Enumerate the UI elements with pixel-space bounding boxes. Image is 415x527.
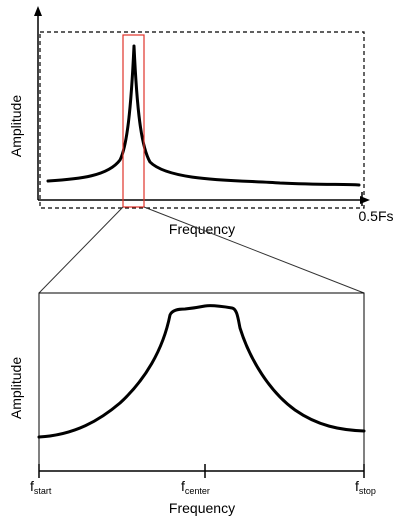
bottom-x-axis-label: Frequency — [169, 500, 235, 516]
zoom-connector-right — [143, 206, 365, 294]
zoom-selection-box — [122, 34, 145, 208]
zoom-connectors — [38, 206, 365, 294]
bottom-zoomed-curve — [37, 304, 366, 439]
bottom-panel: fstart fcenter fstop Amplitude Frequency — [8, 292, 376, 516]
tick-label-fstart: fstart — [30, 478, 52, 496]
top-y-axis-label: Amplitude — [8, 95, 24, 157]
top-x-axis-label: Frequency — [169, 221, 235, 237]
top-dashed-frame — [39, 31, 365, 209]
tick-label-fcenter: fcenter — [181, 478, 210, 496]
top-y-axis-arrow — [34, 6, 42, 16]
zoom-connector-left — [38, 206, 124, 294]
top-resonance-curve — [46, 44, 361, 187]
bottom-y-axis-label: Amplitude — [8, 357, 24, 419]
bottom-frame — [38, 292, 365, 472]
top-panel: 0.5Fs Amplitude Frequency — [8, 6, 394, 237]
tick-label-fstop: fstop — [355, 478, 376, 496]
top-end-tick-label: 0.5Fs — [358, 208, 393, 224]
